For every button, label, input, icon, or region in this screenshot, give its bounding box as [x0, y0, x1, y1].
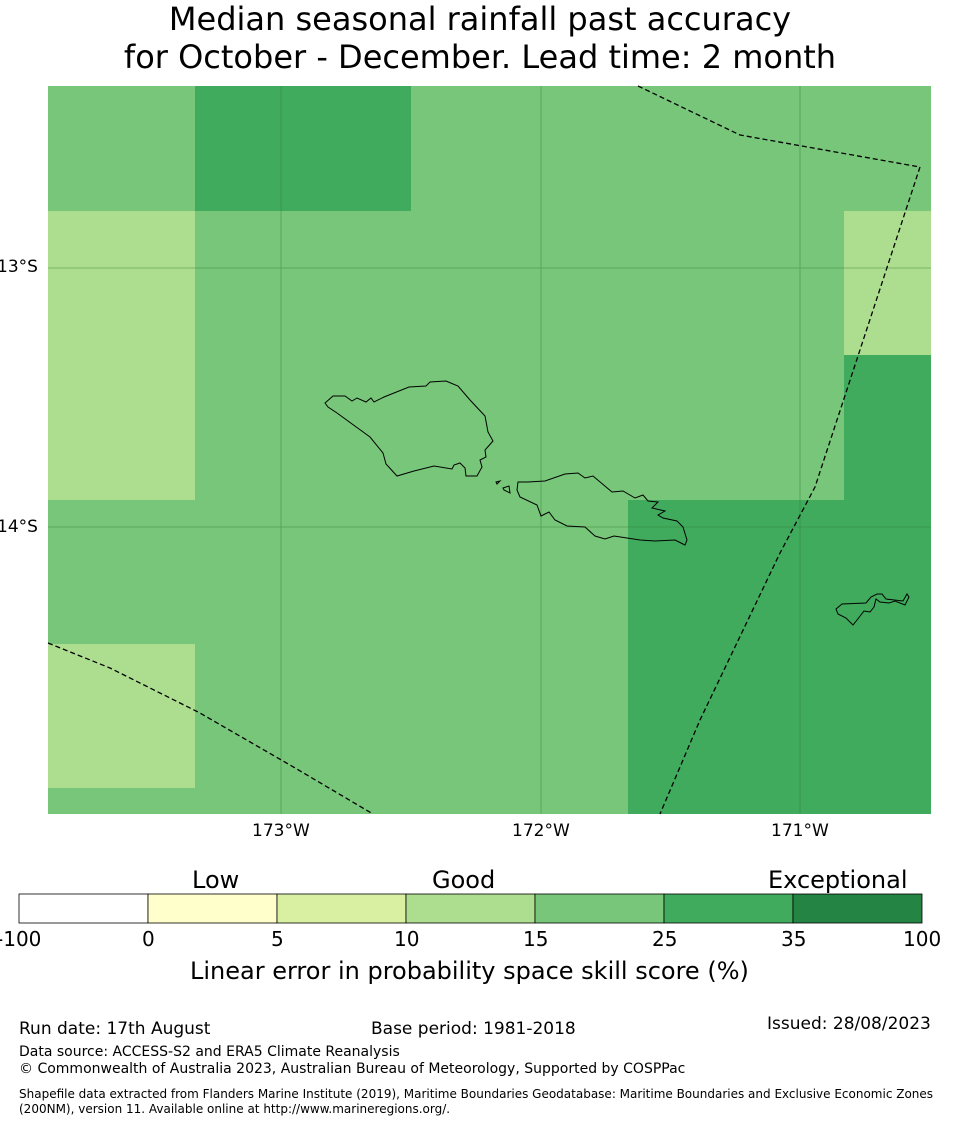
legend-tick: 100 — [903, 927, 942, 951]
legend-tick: 0 — [142, 927, 155, 951]
eez-boundary-north — [637, 85, 921, 168]
legend-swatch-15-25 — [534, 893, 665, 924]
legend-swatch-5-10 — [276, 893, 407, 924]
shapefile-credit: Shapefile data extracted from Flanders M… — [19, 1087, 934, 1116]
lat-label-13s: 13°S — [0, 257, 38, 277]
grid-cell-moderate-skill — [48, 644, 195, 788]
legend-tick: 35 — [781, 927, 807, 951]
run-date: Run date: 17th August — [19, 1019, 211, 1039]
grid-cell-high-skill — [844, 355, 931, 500]
skill-grid — [48, 86, 931, 814]
base-period: Base period: 1981-2018 — [371, 1019, 576, 1039]
lon-label-171w: 171°W — [771, 821, 829, 841]
legend-tick: 10 — [394, 927, 420, 951]
legend-tick: 25 — [652, 927, 678, 951]
lat-label-14s: 14°S — [0, 517, 38, 537]
legend-category-good: Good — [432, 866, 496, 894]
lon-label-173w: 173°W — [252, 821, 310, 841]
eez-boundary-east — [659, 166, 921, 815]
tutuila-island-outline — [835, 593, 910, 626]
legend-tick: 5 — [271, 927, 284, 951]
map-title-line-1: Median seasonal rainfall past accuracy — [168, 0, 792, 38]
legend-swatch-10-15 — [405, 893, 536, 924]
eez-boundary-southwest — [47, 642, 374, 815]
legend-category-low: Low — [192, 866, 240, 894]
grid-cell-high-skill — [628, 500, 931, 814]
grid-cell-moderate-skill — [48, 211, 195, 500]
legend-tick: 15 — [523, 927, 549, 951]
legend-swatch-35-100 — [792, 893, 923, 924]
legend-category-exceptional: Exceptional — [768, 866, 908, 894]
apolima-islet — [502, 485, 511, 494]
legend-swatch-0-5 — [147, 893, 278, 924]
lon-label-172w: 172°W — [512, 821, 570, 841]
graticule — [48, 86, 931, 814]
legend-tick: -100 — [0, 927, 42, 951]
maritime-boundaries — [47, 85, 921, 815]
coastlines — [324, 380, 910, 626]
data-source: Data source: ACCESS-S2 and ERA5 Climate … — [19, 1044, 400, 1060]
map-title-line-2: for October - December. Lead time: 2 mon… — [123, 38, 837, 76]
issued-date: Issued: 28/08/2023 — [767, 1014, 931, 1034]
legend-swatch-neg100-0 — [18, 893, 149, 924]
legend-colorbar — [18, 893, 923, 924]
legend-swatch-25-35 — [663, 893, 794, 924]
manono-islet — [495, 480, 502, 485]
savaii-island-outline — [324, 380, 494, 477]
copyright-notice: © Commonwealth of Australia 2023, Austra… — [19, 1061, 686, 1077]
grid-cell-moderate-skill — [844, 211, 931, 355]
grid-cell-high-skill — [195, 86, 411, 211]
upolu-island-outline — [516, 472, 688, 546]
legend-title: Linear error in probability space skill … — [190, 957, 749, 985]
